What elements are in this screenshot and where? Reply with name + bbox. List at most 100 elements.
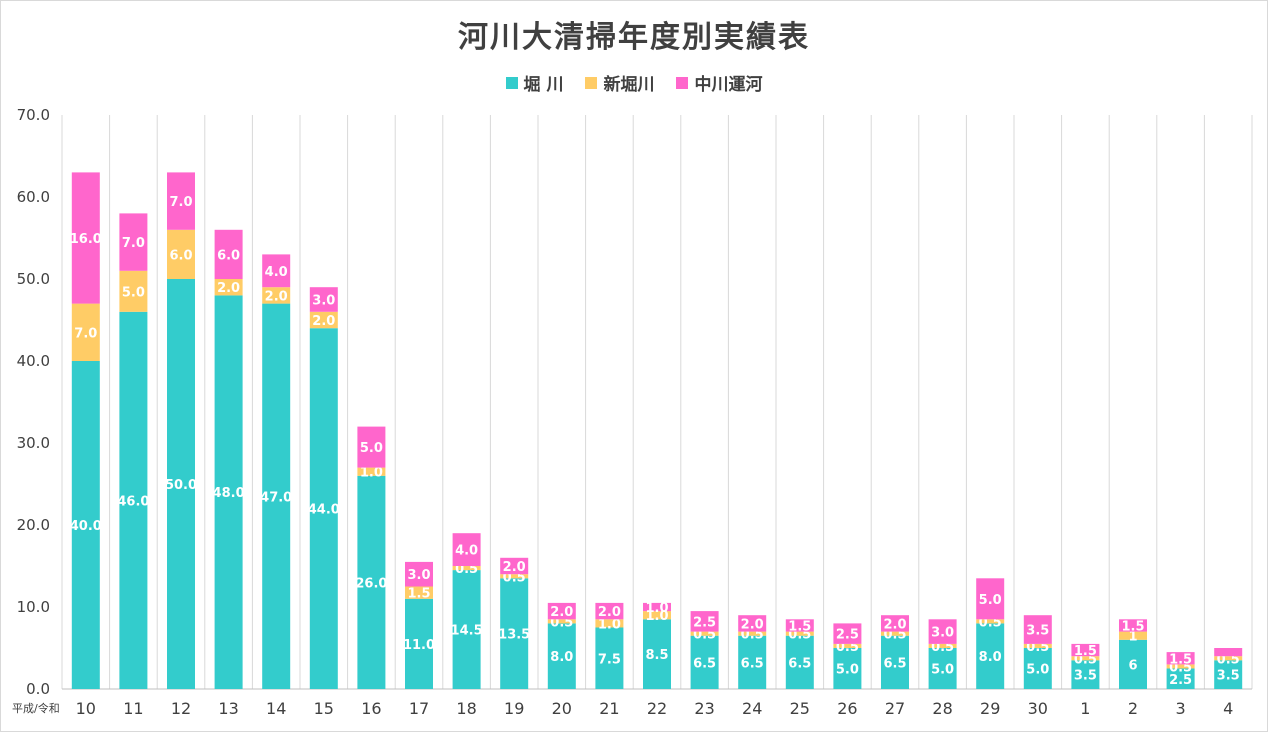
data-label: 48.0 [213,486,245,501]
bar-segment [928,648,957,689]
data-label: 13.5 [498,628,530,643]
data-label: 6.0 [169,248,192,263]
legend-swatch-horikawa [505,76,518,89]
bar-segment [71,303,100,361]
data-label: 1.5 [1169,652,1192,667]
data-label: 4.0 [265,265,288,280]
y-tick-label: 70.0 [17,106,50,124]
bar-segment [1214,648,1243,657]
bar-segment [309,311,338,329]
data-label: 6.5 [788,656,811,671]
bar-segment [976,623,1005,689]
x-tick-label: 26 [837,699,857,718]
bar-segment [262,287,291,304]
data-label: 5.0 [360,441,383,456]
data-label: 8.5 [645,648,668,663]
data-label: 47.0 [260,490,292,505]
bar-segment [690,631,719,636]
data-label: 3.0 [931,626,954,641]
bar-segment [1166,668,1195,689]
bar-segment [167,229,195,279]
bar-segment [976,578,1005,620]
x-tick-label: 28 [932,699,952,718]
bar-segment [833,648,862,689]
bar-segment [1071,660,1100,689]
bar-segment [1119,639,1147,689]
bar-segment [643,611,671,620]
bar-segment [785,635,814,689]
bar-segment [262,303,291,689]
legend-swatch-nakagawa-canal [676,76,689,89]
x-tick-label: 1 [1080,699,1090,718]
data-label: 3.5 [1217,669,1240,684]
data-label: 2.0 [312,314,335,329]
bar-segment [1214,660,1243,689]
data-label: 1.5 [1121,619,1144,634]
bar-segment [214,295,243,689]
data-label: 5.0 [1026,663,1049,678]
bar-segment [452,570,481,689]
data-label: 50.0 [165,478,197,493]
x-tick-label: 24 [742,699,762,718]
data-label: 6.5 [883,656,906,671]
chart-title: 河川大清掃年度別実績表 [458,20,810,55]
data-label: 2.5 [1169,673,1192,688]
data-label: 2.0 [265,289,288,304]
data-label: 5.0 [931,663,954,678]
bar-segment [1119,619,1147,632]
bar-segment [1071,643,1100,657]
bar-segment [357,475,386,689]
legend-label-horikawa: 堀 川 [523,75,564,95]
y-tick-label: 20.0 [17,516,50,534]
bar-segment [785,619,814,632]
bar-segment [595,602,624,620]
data-label: 5.0 [836,663,859,678]
bar-segment [357,426,386,468]
bar-segment [595,619,624,628]
bar-segment [547,602,576,620]
data-label: 8.0 [550,650,573,665]
bar-segment [1023,615,1052,644]
bar-segment [976,619,1005,624]
bar-segment [167,172,195,230]
data-label: 14.5 [451,624,483,639]
bar-segment [547,623,576,689]
x-tick-label: 12 [171,699,191,718]
legend-label-nakagawa-canal: 中川運河 [694,75,763,95]
y-tick-label: 60.0 [17,188,50,206]
bar-segment [690,611,719,632]
bar-segment [405,598,433,689]
data-label: 1 [1128,630,1137,645]
bar-segment [309,328,338,689]
data-label: 2.0 [550,605,573,620]
data-label: 2.5 [836,628,859,643]
y-tick-label: 10.0 [17,598,50,616]
x-tick-label: 2 [1128,699,1138,718]
data-label: 26.0 [355,576,387,591]
y-tick-label: 0.0 [26,680,50,698]
x-tick-label: 20 [552,699,572,718]
bar-segment [500,578,529,689]
data-label: 2.0 [598,605,621,620]
bar-segment [738,631,767,636]
data-label: 3.0 [407,568,430,583]
data-label: 1.0 [598,617,621,632]
bar-segment [214,279,243,296]
bar-segment [738,615,767,632]
x-tick-label: 16 [361,699,381,718]
data-label: 6.5 [741,656,764,671]
bar-segment [1071,656,1100,661]
legend-item-nakagawa-canal: 中川運河 [676,70,762,95]
legend-item-horikawa: 堀 川 [505,70,564,95]
chart-legend: 堀 川 新堀川 中川運河 [0,70,1268,95]
bar-segment [214,229,243,279]
data-label: 2.5 [693,615,716,630]
x-tick-label: 10 [76,699,96,718]
x-tick-label: 21 [599,699,619,718]
bar-segment [643,602,671,612]
data-label: 1.5 [407,587,430,602]
bar-segment [1023,643,1052,648]
bar-segment [1214,656,1243,661]
x-tick-label: 13 [218,699,238,718]
